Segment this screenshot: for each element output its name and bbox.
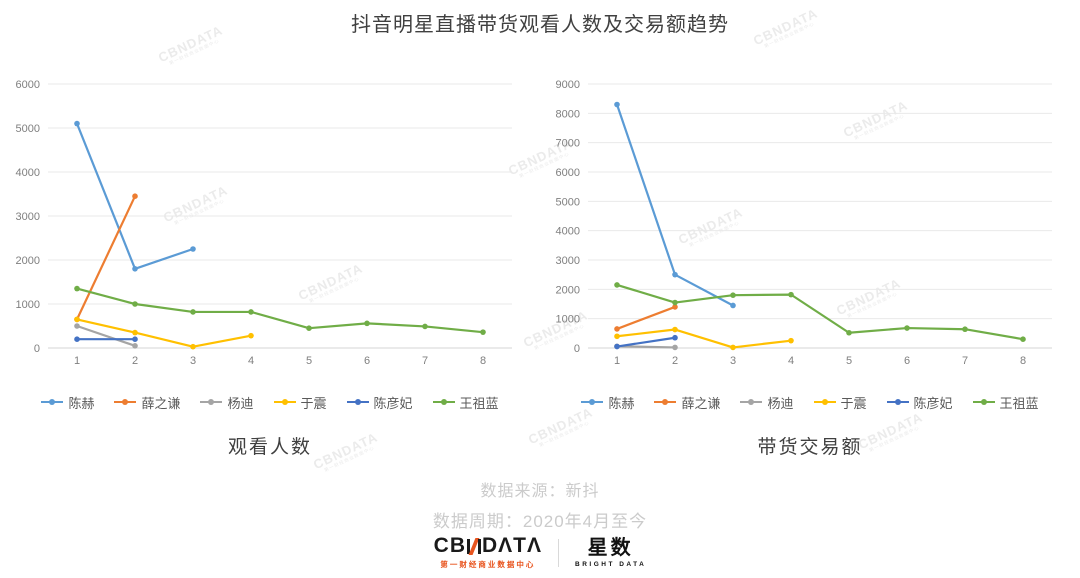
legend-label: 陈赫	[608, 395, 635, 411]
gmv-line-chart: 0 1000 2000 3000 4000 5000 6000 7000 8000 9000 1 2 3…	[556, 79, 1052, 367]
svg-text:8: 8	[1020, 355, 1026, 367]
footer-logos: CB DΛTΛ 第一财经商业数据中心 星数 BRIGHT DATA	[0, 534, 1080, 570]
svg-text:6000: 6000	[556, 167, 580, 179]
svg-text:2: 2	[132, 355, 138, 367]
svg-text:2: 2	[672, 355, 678, 367]
legend-label: 陈彦妃	[373, 395, 413, 411]
svg-text:4: 4	[248, 355, 254, 367]
legend-line-marker-icon	[886, 399, 909, 405]
legend-label: 杨迪	[227, 395, 254, 411]
svg-text:3000: 3000	[16, 211, 40, 223]
charts-row: 0 1000 2000 3000 4000 5000 6000 1 2 3 4 5 6 7 8 陈赫 薛之谦 杨…	[0, 70, 1080, 459]
svg-text:5: 5	[846, 355, 852, 367]
svg-text:7: 7	[422, 355, 428, 367]
cbndata-logo-suffix: DΛTΛ	[482, 534, 543, 557]
xingshu-logo-subtitle: BRIGHT DATA	[575, 561, 647, 568]
legend-line-marker-icon	[41, 399, 64, 405]
svg-text:3: 3	[190, 355, 196, 367]
svg-text:3000: 3000	[556, 255, 580, 267]
legend-line-marker-icon	[432, 399, 455, 405]
svg-text:2000: 2000	[16, 255, 40, 267]
svg-text:8000: 8000	[556, 108, 580, 120]
svg-text:8: 8	[480, 355, 486, 367]
viewers-line-chart: 0 1000 2000 3000 4000 5000 6000 1 2 3 4 5 6 7 8	[16, 79, 512, 367]
svg-text:0: 0	[34, 343, 40, 355]
legend-label: 于震	[300, 395, 327, 411]
svg-text:4000: 4000	[16, 167, 40, 179]
xingshu-logo: 星数 BRIGHT DATA	[575, 538, 646, 568]
legend-label: 杨迪	[767, 395, 794, 411]
cbndata-logo-wordmark: CB DΛTΛ	[433, 534, 543, 557]
svg-text:6000: 6000	[16, 79, 40, 91]
legend-item: 于震	[273, 393, 327, 412]
legend-line-marker-icon	[346, 399, 369, 405]
gmv-chart-legend: 陈赫 薛之谦 杨迪 于震 陈彦妃 王祖蓝	[581, 393, 1039, 412]
legend-item: 杨迪	[200, 393, 254, 412]
cbndata-logo-prefix: CB	[433, 534, 466, 557]
svg-text:7000: 7000	[556, 138, 580, 150]
svg-text:4000: 4000	[556, 226, 580, 238]
legend-label: 王祖蓝	[459, 395, 499, 411]
legend-line-marker-icon	[654, 399, 677, 405]
svg-text:1: 1	[74, 355, 80, 367]
svg-text:1000: 1000	[16, 299, 40, 311]
data-period-note: 数据周期：2020年4月至今	[432, 512, 648, 531]
legend-line-marker-icon	[972, 399, 995, 405]
legend-item: 薛之谦	[654, 393, 720, 412]
svg-text:6: 6	[364, 355, 370, 367]
svg-text:1000: 1000	[556, 314, 580, 326]
legend-item: 王祖蓝	[972, 393, 1039, 412]
page-title: 抖音明星直播带货观看人数及交易额趋势	[351, 14, 729, 36]
data-source-note: 数据来源：新抖	[480, 483, 600, 500]
gmv-chart-panel: 0 1000 2000 3000 4000 5000 6000 7000 8000 9000 1 2 3…	[540, 70, 1080, 459]
legend-line-marker-icon	[813, 399, 836, 405]
legend-line-marker-icon	[273, 399, 296, 405]
cbndata-logo: CB DΛTΛ 第一财经商业数据中心	[433, 534, 543, 570]
legend-line-marker-icon	[581, 399, 604, 405]
svg-text:0: 0	[574, 343, 580, 355]
viewers-chart-subtitle: 观看人数	[227, 437, 312, 458]
logo-divider	[558, 539, 560, 567]
legend-item: 陈赫	[581, 393, 634, 412]
legend-label: 陈赫	[68, 395, 95, 411]
legend-line-marker-icon	[200, 399, 223, 405]
legend-item: 陈彦妃	[346, 393, 413, 412]
svg-text:2000: 2000	[556, 284, 580, 296]
legend-item: 王祖蓝	[432, 393, 499, 412]
gmv-chart-subtitle: 带货交易额	[757, 437, 863, 458]
legend-item: 陈赫	[41, 393, 94, 412]
legend-line-marker-icon	[740, 399, 763, 405]
legend-label: 于震	[840, 395, 867, 411]
viewers-chart-panel: 0 1000 2000 3000 4000 5000 6000 1 2 3 4 5 6 7 8 陈赫 薛之谦 杨…	[0, 70, 540, 459]
svg-text:1: 1	[614, 355, 620, 367]
legend-label: 薛之谦	[141, 395, 181, 411]
legend-item: 薛之谦	[114, 393, 180, 412]
legend-label: 王祖蓝	[999, 395, 1039, 411]
svg-text:3: 3	[730, 355, 736, 367]
svg-text:9000: 9000	[556, 79, 580, 91]
legend-item: 于震	[813, 393, 867, 412]
svg-text:5000: 5000	[16, 123, 40, 135]
svg-text:5: 5	[306, 355, 312, 367]
svg-text:5000: 5000	[556, 196, 580, 208]
cbndata-logo-subtitle: 第一财经商业数据中心	[440, 560, 536, 569]
legend-item: 陈彦妃	[886, 393, 953, 412]
legend-line-marker-icon	[114, 399, 137, 405]
xingshu-logo-wordmark: 星数	[587, 537, 634, 559]
legend-label: 薛之谦	[681, 395, 721, 411]
svg-text:4: 4	[788, 355, 794, 367]
cbndata-logo-n-glyph	[467, 537, 481, 555]
svg-text:6: 6	[904, 355, 910, 367]
legend-item: 杨迪	[740, 393, 794, 412]
legend-label: 陈彦妃	[913, 395, 953, 411]
svg-text:7: 7	[962, 355, 968, 367]
viewers-chart-legend: 陈赫 薛之谦 杨迪 于震 陈彦妃 王祖蓝	[41, 393, 499, 412]
